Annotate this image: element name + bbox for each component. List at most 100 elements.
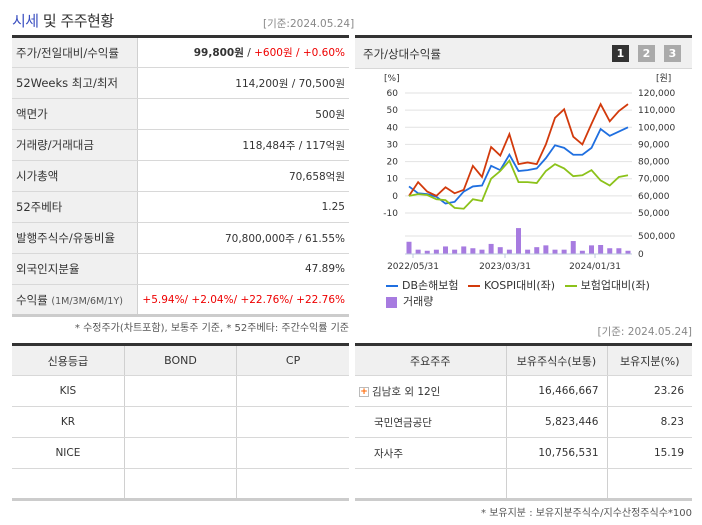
table-row: 액면가 500원 (12, 98, 349, 130)
volume-bar (424, 250, 430, 254)
volume-tick: 500,000 (638, 232, 675, 242)
y-tick-right: 70,000 (638, 175, 670, 185)
volume-bar (406, 241, 412, 254)
table-header: 신용등급 BOND CP (12, 344, 349, 376)
page-2-button[interactable]: 2 (638, 45, 655, 62)
y-tick-left: 50 (387, 106, 399, 116)
table-row: 외국인지분율 47.89% (12, 253, 349, 285)
row-label: 액면가 (12, 98, 138, 130)
y-tick-right: 60,000 (638, 192, 670, 202)
series-line (408, 102, 629, 197)
label: 수익률 (16, 292, 48, 307)
label-sub: (1M/3M/6M/1Y) (51, 295, 123, 307)
shares (506, 468, 608, 500)
row-label: 발행주식수/유동비율 (12, 222, 138, 254)
table-row: 자사주 10,756,531 15.19 (355, 437, 692, 469)
row-label: 52주베타 (12, 191, 138, 223)
y-tick-left: 10 (387, 175, 399, 185)
sep: / (292, 47, 303, 59)
y-tick-right: 50,000 (638, 209, 670, 219)
y-tick-right: 100,000 (638, 123, 675, 133)
row-label: 52Weeks 최고/최저 (12, 67, 138, 99)
expand-icon[interactable]: + (359, 386, 369, 397)
volume-bar (433, 249, 439, 254)
chart-header: 주가/상대수익률 1 2 3 (355, 38, 692, 69)
volume-bar (598, 245, 604, 254)
legend-item: 보험업대비(좌) (564, 279, 650, 292)
volume-bar (534, 247, 540, 254)
chart-title: 주가/상대수익률 (363, 47, 441, 61)
col-header: BOND (124, 344, 238, 376)
volume-bar (479, 249, 485, 254)
sep: / (243, 47, 255, 59)
table-row: 수익률 (1M/3M/6M/1Y) +5.94%/ +2.04%/ +22.76%… (12, 284, 349, 316)
row-label: 주가/전일대비/수익률 (12, 36, 138, 68)
volume-bar (607, 248, 613, 254)
legend-label: DB손해보험 (402, 279, 459, 292)
table-row: + 김남호 외 12인 16,466,667 23.26 (355, 375, 692, 407)
agency: KR (12, 406, 125, 438)
chart-legend: DB손해보험 KOSPI대비(좌) 보험업대비(좌) 거래량 (386, 277, 686, 309)
y-tick-left: 0 (392, 192, 398, 202)
volume-bar (497, 247, 503, 254)
legend-item: 거래량 (386, 295, 433, 308)
row-value: +5.94%/ +2.04%/ +22.76%/ +22.76% (137, 284, 349, 316)
volume-bar (461, 246, 467, 254)
y-tick-left: 40 (387, 123, 399, 133)
row-label: 거래량/거래대금 (12, 129, 138, 161)
volume-bar (516, 228, 521, 254)
stake: 23.26 (607, 375, 692, 407)
table-row: NICE (12, 437, 349, 469)
y-tick-right: 90,000 (638, 140, 670, 150)
stake (607, 468, 692, 500)
title-highlight: 시세 (12, 12, 39, 30)
col-header: 보유주식수(보통) (506, 344, 608, 376)
title-rest: 및 주주현황 (38, 12, 114, 30)
shares: 5,823,446 (506, 406, 608, 438)
series-line (408, 159, 629, 210)
table-row: KIS (12, 375, 349, 407)
table-row: 국민연금공단 5,823,446 8.23 (355, 406, 692, 438)
base-date: [기준:2024.05.24] (263, 18, 355, 30)
table-header: 주요주주 보유주식수(보통) 보유지분(%) (355, 344, 692, 376)
table-row: 발행주식수/유동비율 70,800,000주 / 61.55% (12, 222, 349, 254)
page-3-button[interactable]: 3 (664, 45, 681, 62)
legend-swatch (386, 296, 397, 308)
holder-name: 자사주 (355, 437, 507, 469)
volume-bar (552, 249, 558, 254)
y-tick-left: 60 (387, 89, 399, 99)
price-value: 99,800원 / +600원 / +0.60% (137, 36, 349, 68)
credit-rating-table: 신용등급 BOND CP KIS KR NICE (12, 343, 349, 501)
page-1-button[interactable]: 1 (612, 45, 629, 62)
volume-bar (506, 249, 512, 254)
left-unit-label: [%] (384, 74, 400, 84)
bond (124, 406, 238, 438)
row-value: 70,800,000주 / 61.55% (137, 222, 349, 254)
legend-swatch (564, 285, 577, 287)
row-value: 500원 (137, 98, 349, 130)
volume-bar (443, 246, 448, 254)
holder-name: 국민연금공단 (355, 406, 507, 438)
table-row: 52Weeks 최고/최저 114,200원 / 70,500원 (12, 67, 349, 99)
rate: +0.60% (302, 47, 345, 59)
table-row: 거래량/거래대금 118,484주 / 117억원 (12, 129, 349, 161)
row-value: 47.89% (137, 253, 349, 285)
col-header: 주요주주 (355, 344, 507, 376)
row-label: 수익률 (1M/3M/6M/1Y) (12, 284, 138, 316)
col-header: 보유지분(%) (607, 344, 692, 376)
agency: NICE (12, 437, 125, 469)
x-tick-label: 2022/05/31 (387, 262, 439, 272)
volume-bar (625, 250, 631, 254)
cp (236, 437, 349, 469)
holder-name: + 김남호 외 12인 (355, 375, 507, 407)
legend-swatch (386, 285, 398, 287)
volume-bar (561, 249, 567, 254)
row-value: 1.25 (137, 191, 349, 223)
legend-item: DB손해보험 (386, 279, 459, 292)
series-line (408, 126, 629, 205)
row-value: 70,658억원 (137, 160, 349, 192)
chart-panel: 주가/상대수익률 1 2 3 (355, 35, 692, 310)
y-tick-left: -10 (383, 209, 398, 219)
right-unit-label: [원] (656, 73, 671, 84)
volume-tick: 0 (638, 250, 644, 260)
